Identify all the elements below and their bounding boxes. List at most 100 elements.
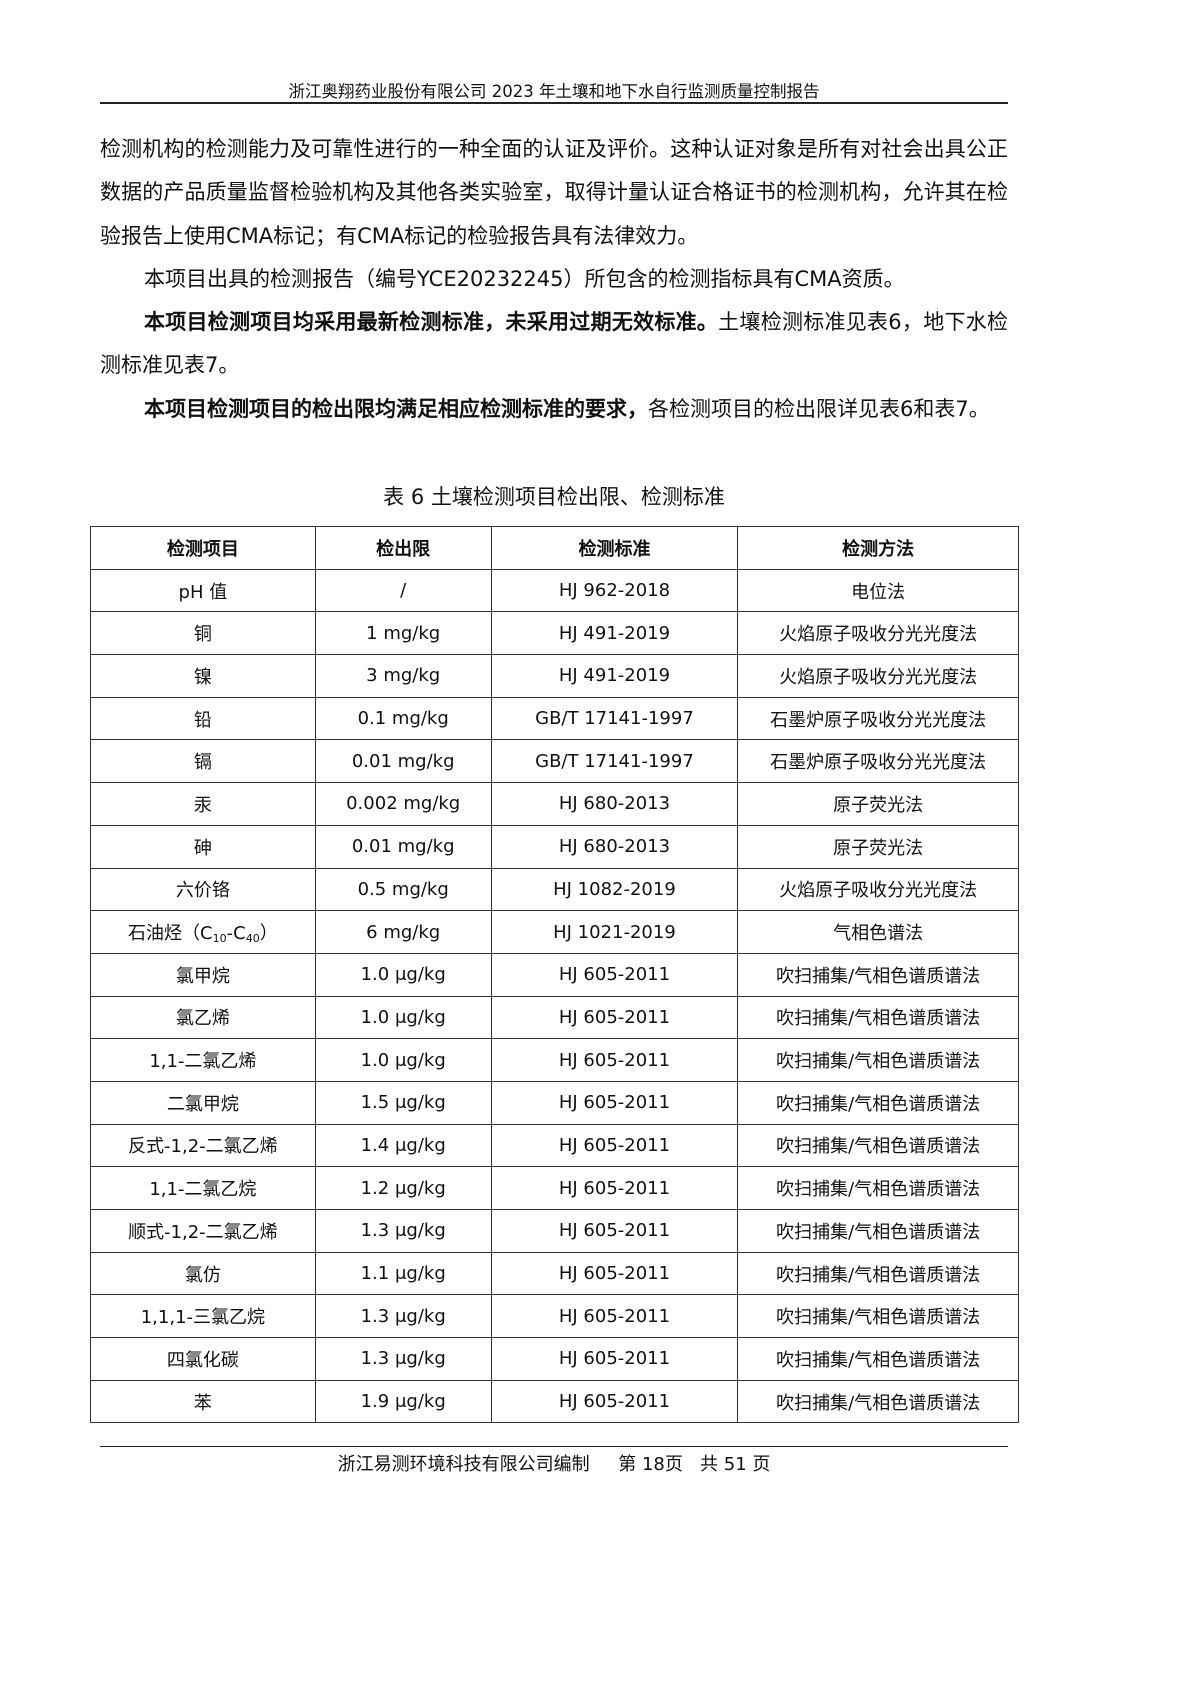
cell-standard: HJ 605-2011 [490, 1294, 739, 1339]
table-row: pH 值 / HJ 962-2018 电位法 [90, 568, 1019, 613]
cell-item: 镉 [90, 739, 316, 784]
cell-method: 火焰原子吸收分光光度法 [737, 867, 1019, 912]
cell-standard: HJ 680-2013 [490, 824, 739, 869]
cell-standard: HJ 491-2019 [490, 611, 739, 656]
table-row: 1,1,1-三氯乙烷 1.3 μg/kg HJ 605-2011 吹扫捕集/气相色谱质… [90, 1294, 1019, 1339]
cell-standard: GB/T 17141-1997 [490, 696, 739, 741]
table-row: 四氯化碳 1.3 μg/kg HJ 605-2011 吹扫捕集/气相色谱质谱法 [90, 1337, 1019, 1381]
cell-limit: 1.0 μg/kg [314, 1038, 492, 1082]
cell-item: 铅 [90, 696, 316, 741]
table-row: 镉 0.01 mg/kg GB/T 17141-1997 石墨炉原子吸收分光光度法 [90, 739, 1019, 784]
cell-limit: 6 mg/kg [314, 910, 492, 954]
cell-limit: 0.002 mg/kg [314, 782, 492, 826]
subscript: 40 [245, 932, 260, 946]
cell-method: 气相色谱法 [737, 910, 1019, 954]
cell-method: 吹扫捕集/气相色谱质谱法 [737, 1123, 1019, 1168]
cell-method: 吹扫捕集/气相色谱质谱法 [737, 1294, 1019, 1339]
cell-limit: 3 mg/kg [314, 654, 492, 698]
cell-limit: 0.5 mg/kg [314, 867, 492, 912]
cell-standard: HJ 1021-2019 [490, 910, 739, 954]
bold-text: 本项目检测项目的检出限均满足相应检测标准的要求， [144, 396, 648, 421]
cell-standard: HJ 605-2011 [490, 1209, 739, 1253]
cell-limit: 1.0 μg/kg [314, 995, 492, 1040]
cell-method: 吹扫捕集/气相色谱质谱法 [737, 995, 1019, 1040]
cell-method: 石墨炉原子吸收分光光度法 [737, 696, 1019, 741]
table-row: 六价铬 0.5 mg/kg HJ 1082-2019 火焰原子吸收分光光度法 [90, 867, 1019, 912]
cell-item: 氯甲烷 [90, 952, 316, 997]
cell-method: 吹扫捕集/气相色谱质谱法 [737, 1080, 1019, 1125]
cell-item: 四氯化碳 [90, 1337, 316, 1381]
cell-limit: 1.2 μg/kg [314, 1166, 492, 1210]
cell-limit: 1.3 μg/kg [314, 1209, 492, 1253]
cell-method: 吹扫捕集/气相色谱质谱法 [737, 1038, 1019, 1082]
cell-method: 吹扫捕集/气相色谱质谱法 [737, 1337, 1019, 1381]
cell-item: 反式-1,2-二氯乙烯 [90, 1123, 316, 1168]
cell-standard: HJ 605-2011 [490, 995, 739, 1040]
cell-method: 电位法 [737, 568, 1019, 613]
cell-item: 苯 [90, 1379, 316, 1424]
cell-limit: 1.5 μg/kg [314, 1080, 492, 1125]
cell-limit: 0.01 mg/kg [314, 739, 492, 784]
cell-item: 顺式-1,2-二氯乙烯 [90, 1209, 316, 1253]
paragraph: 本项目检测项目的检出限均满足相应检测标准的要求，各检测项目的检出限详见表6和表7… [100, 388, 1008, 431]
table-caption: 表 6 土壤检测项目检出限、检测标准 [383, 485, 725, 509]
body-text: 检测机构的检测能力及可靠性进行的一种全面的认证及评价。这种认证对象是所有对社会出… [100, 128, 1008, 431]
footer-divider [100, 1446, 1008, 1447]
text: 土壤检测标准见表6，地下水检测标准见表7。 [100, 310, 1008, 378]
cell-method: 吹扫捕集/气相色谱质谱法 [737, 1379, 1019, 1424]
cell-method: 吹扫捕集/气相色谱质谱法 [737, 1251, 1019, 1296]
cell-standard: HJ 605-2011 [490, 1038, 739, 1082]
cell-item: 1,1,1-三氯乙烷 [90, 1294, 316, 1339]
header-item: 检测项目 [90, 526, 316, 570]
table-row: 氯仿 1.1 μg/kg HJ 605-2011 吹扫捕集/气相色谱质谱法 [90, 1251, 1019, 1296]
header-standard: 检测标准 [490, 526, 739, 570]
cell-limit: 1.4 μg/kg [314, 1123, 492, 1168]
paragraph: 本项目出具的检测报告（编号YCE20232245）所包含的检测指标具有CMA资质… [100, 258, 1008, 301]
cell-item: 氯乙烯 [90, 995, 316, 1040]
table-row: 氯乙烯 1.0 μg/kg HJ 605-2011 吹扫捕集/气相色谱质谱法 [90, 995, 1019, 1040]
table-row: 石油烃（C10-C40） 6 mg/kg HJ 1021-2019 气相色谱法 [90, 910, 1019, 954]
cell-limit: 1.9 μg/kg [314, 1379, 492, 1424]
page-footer: 浙江易测环境科技有限公司编制 第 18页 共 51 页 [337, 1454, 771, 1475]
paragraph: 本项目检测项目均采用最新检测标准，未采用过期无效标准。土壤检测标准见表6，地下水… [100, 301, 1008, 388]
table-row: 砷 0.01 mg/kg HJ 680-2013 原子荧光法 [90, 824, 1019, 869]
cell-standard: HJ 605-2011 [490, 1123, 739, 1168]
cell-limit: 1 mg/kg [314, 611, 492, 656]
cell-item: 1,1-二氯乙烯 [90, 1038, 316, 1082]
cell-method: 火焰原子吸收分光光度法 [737, 611, 1019, 656]
table-row: 汞 0.002 mg/kg HJ 680-2013 原子荧光法 [90, 782, 1019, 826]
table-row: 苯 1.9 μg/kg HJ 605-2011 吹扫捕集/气相色谱质谱法 [90, 1379, 1019, 1424]
cell-item: 1,1-二氯乙烷 [90, 1166, 316, 1210]
cell-item: 镍 [90, 654, 316, 698]
cell-limit: 1.3 μg/kg [314, 1294, 492, 1339]
cell-standard: HJ 605-2011 [490, 1251, 739, 1296]
text: 石油烃（C [128, 923, 213, 945]
cell-standard: HJ 962-2018 [490, 568, 739, 613]
cell-item: 六价铬 [90, 867, 316, 912]
cell-item: pH 值 [90, 568, 316, 613]
text: -C [226, 923, 246, 945]
table-row: 氯甲烷 1.0 μg/kg HJ 605-2011 吹扫捕集/气相色谱质谱法 [90, 952, 1019, 997]
paragraph: 检测机构的检测能力及可靠性进行的一种全面的认证及评价。这种认证对象是所有对社会出… [100, 128, 1008, 258]
cell-limit: 1.0 μg/kg [314, 952, 492, 997]
cell-method: 火焰原子吸收分光光度法 [737, 654, 1019, 698]
cell-standard: HJ 605-2011 [490, 1080, 739, 1125]
text: 检测机构的检测能力及可靠性进行的一种全面的认证及评价。这种认证对象是所有对社会出… [100, 137, 1008, 248]
cell-standard: HJ 491-2019 [490, 654, 739, 698]
table-row: 二氯甲烷 1.5 μg/kg HJ 605-2011 吹扫捕集/气相色谱质谱法 [90, 1080, 1019, 1125]
cell-limit: / [314, 568, 492, 613]
cell-standard: HJ 605-2011 [490, 1337, 739, 1381]
cell-limit: 0.01 mg/kg [314, 824, 492, 869]
table-header-row: 检测项目 检出限 检测标准 检测方法 [90, 526, 1019, 570]
cell-limit: 1.1 μg/kg [314, 1251, 492, 1296]
table-row: 顺式-1,2-二氯乙烯 1.3 μg/kg HJ 605-2011 吹扫捕集/气相色谱… [90, 1209, 1019, 1253]
cell-item: 氯仿 [90, 1251, 316, 1296]
text: 各检测项目的检出限详见表6和表7。 [648, 396, 990, 421]
cell-limit: 0.1 mg/kg [314, 696, 492, 741]
table-row: 反式-1,2-二氯乙烯 1.4 μg/kg HJ 605-2011 吹扫捕集/气相色谱… [90, 1123, 1019, 1168]
cell-limit: 1.3 μg/kg [314, 1337, 492, 1381]
table-row: 铅 0.1 mg/kg GB/T 17141-1997 石墨炉原子吸收分光光度法 [90, 696, 1019, 741]
cell-item: 砷 [90, 824, 316, 869]
text: 本项目出具的检测报告（编号YCE20232245）所包含的检测指标具有CMA资质… [144, 266, 905, 291]
